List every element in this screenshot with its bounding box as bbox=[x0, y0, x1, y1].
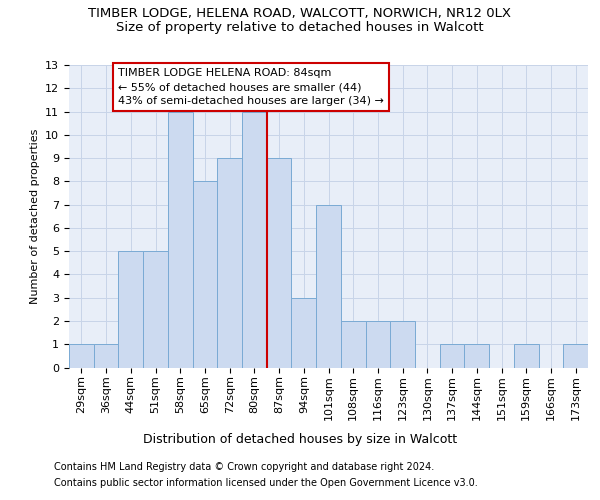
Bar bbox=[69, 344, 94, 368]
Bar bbox=[365, 321, 390, 368]
Bar bbox=[341, 321, 365, 368]
Text: Distribution of detached houses by size in Walcott: Distribution of detached houses by size … bbox=[143, 432, 457, 446]
Bar bbox=[118, 251, 143, 368]
Y-axis label: Number of detached properties: Number of detached properties bbox=[29, 128, 40, 304]
Bar bbox=[217, 158, 242, 368]
Bar bbox=[143, 251, 168, 368]
Bar bbox=[440, 344, 464, 368]
Bar bbox=[292, 298, 316, 368]
Bar bbox=[94, 344, 118, 368]
Text: Contains HM Land Registry data © Crown copyright and database right 2024.: Contains HM Land Registry data © Crown c… bbox=[54, 462, 434, 472]
Text: TIMBER LODGE HELENA ROAD: 84sqm
← 55% of detached houses are smaller (44)
43% of: TIMBER LODGE HELENA ROAD: 84sqm ← 55% of… bbox=[118, 68, 385, 106]
Text: TIMBER LODGE, HELENA ROAD, WALCOTT, NORWICH, NR12 0LX: TIMBER LODGE, HELENA ROAD, WALCOTT, NORW… bbox=[89, 8, 511, 20]
Bar bbox=[242, 112, 267, 368]
Bar bbox=[563, 344, 588, 368]
Bar bbox=[514, 344, 539, 368]
Bar bbox=[193, 182, 217, 368]
Text: Size of property relative to detached houses in Walcott: Size of property relative to detached ho… bbox=[116, 21, 484, 34]
Text: Contains public sector information licensed under the Open Government Licence v3: Contains public sector information licen… bbox=[54, 478, 478, 488]
Bar bbox=[464, 344, 489, 368]
Bar bbox=[316, 204, 341, 368]
Bar bbox=[267, 158, 292, 368]
Bar bbox=[390, 321, 415, 368]
Bar bbox=[168, 112, 193, 368]
